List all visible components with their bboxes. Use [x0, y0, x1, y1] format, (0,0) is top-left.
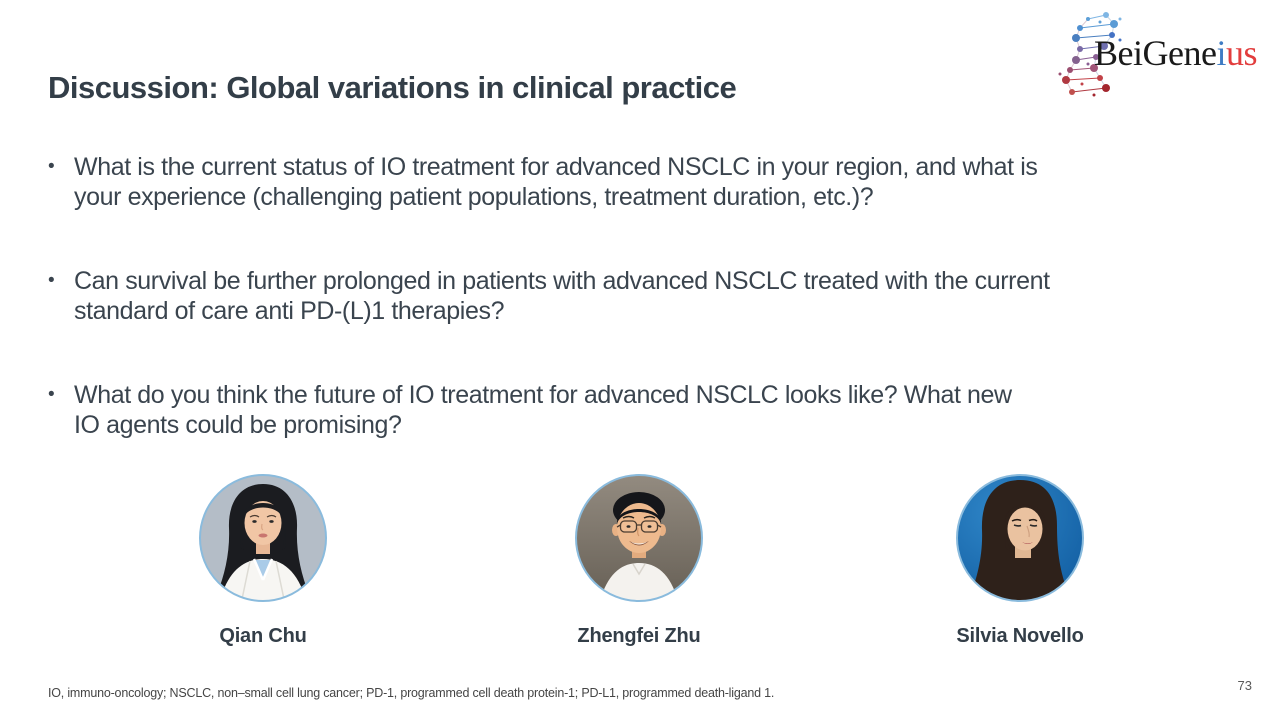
bullet-marker: •: [48, 156, 55, 177]
panelists-row: Qian Chu: [0, 472, 1280, 662]
bullet-text: Can survival be further prolonged in pat…: [74, 267, 1050, 325]
panelist-name: Silvia Novello: [956, 625, 1084, 647]
bullet-item: • Can survival be further prolonged in p…: [48, 266, 1050, 326]
discussion-questions-list: • What is the current status of IO treat…: [48, 152, 1050, 494]
bullet-marker: •: [48, 384, 55, 405]
panelist-card: Qian Chu: [163, 472, 363, 648]
panelist-name: Zhengfei Zhu: [577, 625, 701, 647]
portrait-qian-chu: [199, 474, 327, 602]
bullet-text: What is the current status of IO treatme…: [74, 153, 1038, 211]
portrait-silvia-novello: [956, 474, 1084, 602]
panelist-card: Zhengfei Zhu: [539, 472, 739, 648]
dna-helix-icon: [1058, 12, 1122, 97]
bullet-text: What do you think the future of IO treat…: [74, 381, 1012, 439]
panelist-name: Qian Chu: [219, 625, 307, 647]
logo-text-blue: i: [1216, 33, 1226, 73]
panelist-card: Silvia Novello: [920, 472, 1120, 648]
logo-text-red: us: [1225, 33, 1258, 73]
logo-wordmark: BeiGeneius: [1094, 32, 1257, 74]
portrait-zhengfei-zhu: [575, 474, 703, 602]
beigeneius-logo: BeiGeneius: [1054, 8, 1266, 98]
footnote: IO, immuno-oncology; NSCLC, non–small ce…: [48, 686, 775, 700]
page-title: Discussion: Global variations in clinica…: [48, 70, 737, 105]
bullet-item: • What do you think the future of IO tre…: [48, 380, 1050, 440]
bullet-marker: •: [48, 270, 55, 291]
logo-text-black: BeiGene: [1094, 33, 1217, 73]
page-number: 73: [1237, 678, 1252, 693]
bullet-item: • What is the current status of IO treat…: [48, 152, 1050, 212]
